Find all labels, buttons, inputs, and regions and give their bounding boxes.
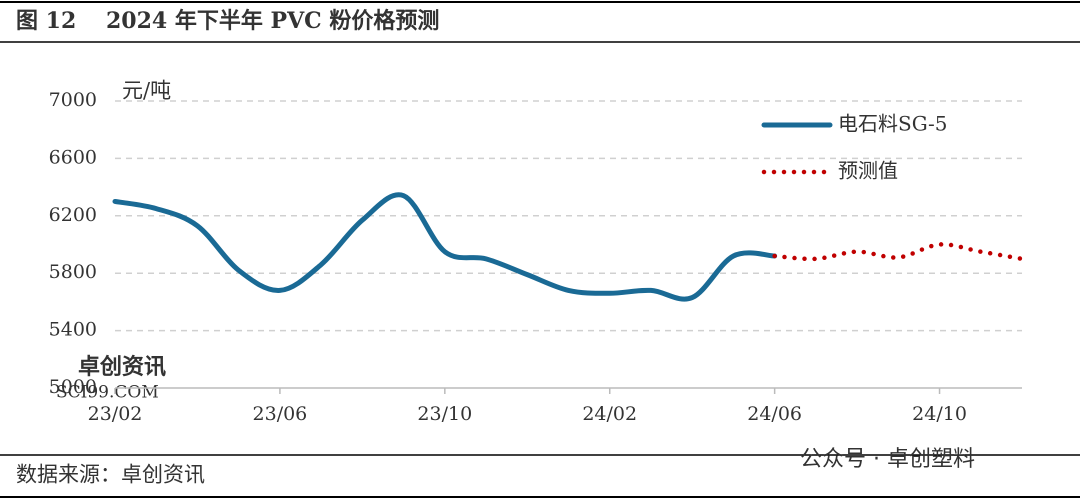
x-tick-label: 24/10 <box>912 403 967 425</box>
y-tick-label: 7000 <box>49 89 97 111</box>
legend-label: 电石料SG-5 <box>838 112 948 136</box>
chart-title: 2024 年下半年 PVC 粉价格预测 <box>106 8 439 34</box>
x-tick-label: 23/06 <box>253 403 308 425</box>
y-tick-label: 5000 <box>49 376 97 398</box>
y-tick-label: 5400 <box>49 319 97 341</box>
y-tick-label: 6200 <box>49 204 97 226</box>
x-tick-label: 23/10 <box>417 403 472 425</box>
legend-label: 预测值 <box>838 159 898 183</box>
watermark: 卓创资讯 <box>78 355 166 380</box>
figure-label: 图 12 <box>16 8 76 34</box>
source: 数据来源：卓创资讯 <box>16 463 205 487</box>
y-tick-label: 6600 <box>49 146 97 168</box>
series-line <box>772 242 1025 262</box>
y-unit: 元/吨 <box>122 79 171 103</box>
x-tick-label: 24/06 <box>747 403 802 425</box>
y-tick-label: 5800 <box>49 261 97 283</box>
x-tick-label: 24/02 <box>582 403 637 425</box>
x-tick-label: 23/02 <box>88 403 143 425</box>
watermark: 公众号 · 卓创塑料 <box>800 447 975 472</box>
series-line <box>112 192 778 302</box>
